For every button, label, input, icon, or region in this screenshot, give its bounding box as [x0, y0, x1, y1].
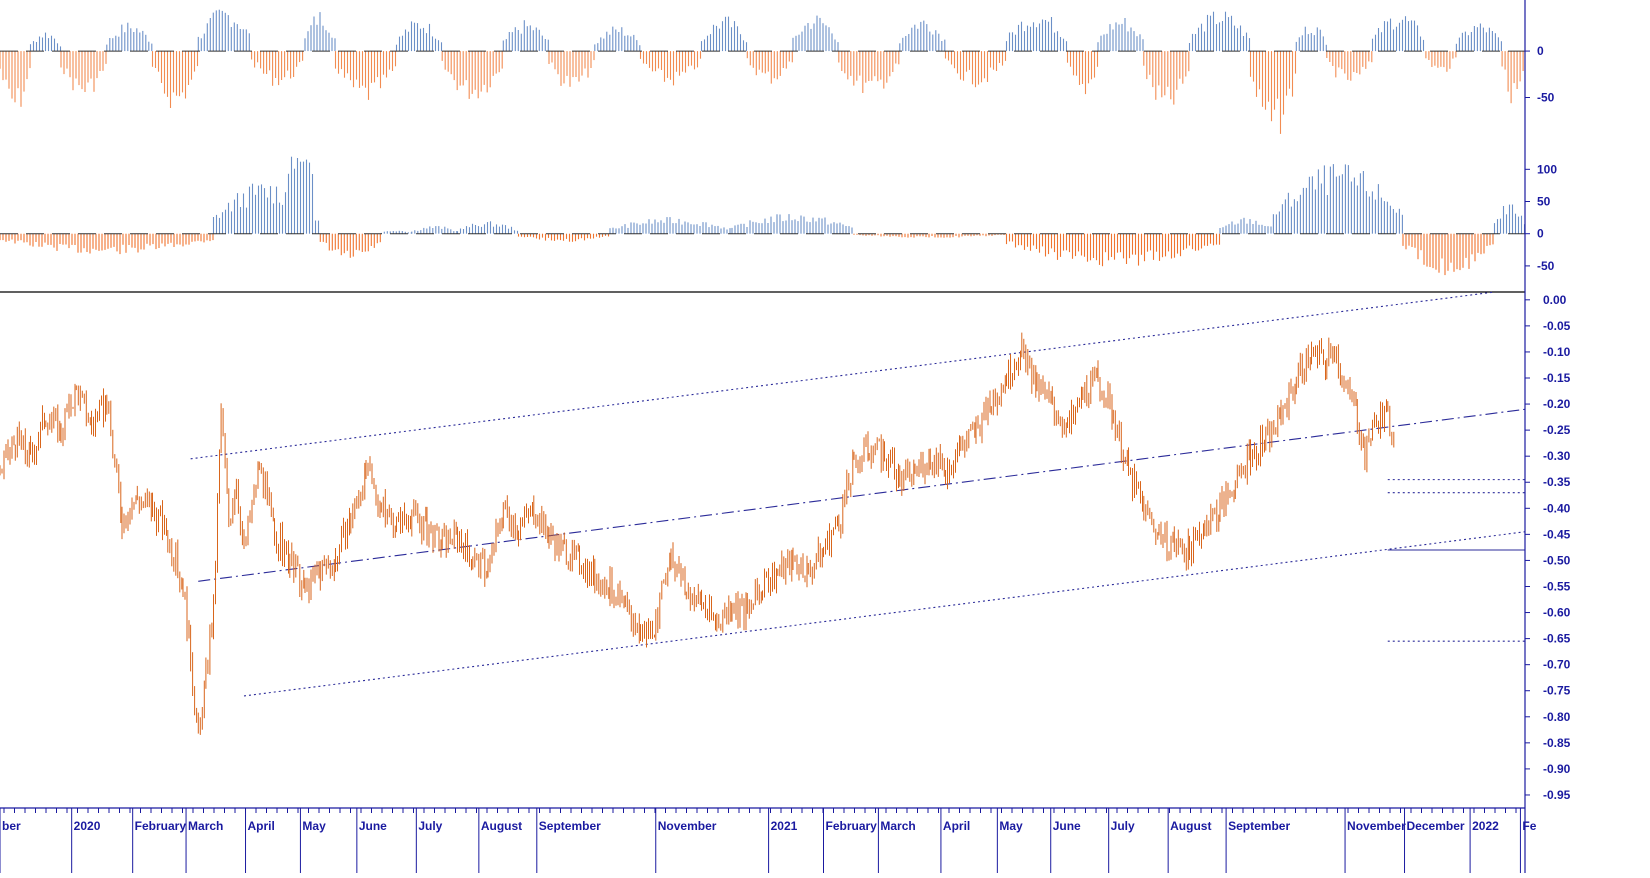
y-tick-label: -0.25 — [1543, 423, 1571, 437]
y-tick-label: -50 — [1537, 259, 1555, 273]
trendline — [243, 531, 1526, 697]
x-tick-label: July — [418, 819, 442, 833]
x-tick-label: February — [826, 819, 878, 833]
y-tick-label: -0.15 — [1543, 371, 1571, 385]
y-tick-label: -0.10 — [1543, 345, 1571, 359]
x-tick-label: September — [1228, 819, 1290, 833]
y-tick-label: 100 — [1537, 162, 1557, 176]
x-tick-label: February — [135, 819, 187, 833]
y-tick-label: -0.30 — [1543, 449, 1571, 463]
x-tick-label: August — [481, 819, 522, 833]
x-tick-label: July — [1111, 819, 1135, 833]
y-tick-label: -0.95 — [1543, 788, 1571, 802]
x-tick-label: Fe — [1522, 819, 1536, 833]
y-tick-label: -0.20 — [1543, 397, 1571, 411]
lower-oscillator-panel: 100 50 0 -50 — [0, 156, 1557, 276]
axes: ber 2020 February March April May June July Augu… — [0, 0, 1537, 873]
x-tick-label: November — [658, 819, 717, 833]
y-tick-label: -0.45 — [1543, 527, 1571, 541]
y-tick-label: -0.70 — [1543, 658, 1571, 672]
x-tick-label: March — [188, 819, 223, 833]
x-tick-label: 2021 — [771, 819, 798, 833]
y-tick-label: -0.60 — [1543, 606, 1571, 620]
x-tick-label: April — [943, 819, 970, 833]
x-tick-label: April — [248, 819, 275, 833]
y-tick-label: 0 — [1537, 227, 1544, 241]
price-panel: 0.00 -0.05 -0.10 -0.15 -0.20 -0.25 -0.30 -0.35 -… — [0, 291, 1571, 802]
y-tick-label: -0.65 — [1543, 632, 1571, 646]
y-tick-label: -0.85 — [1543, 736, 1571, 750]
x-tick-label: August — [1170, 819, 1211, 833]
y-tick-label: -0.75 — [1543, 684, 1571, 698]
trendline — [198, 408, 1526, 582]
x-tick-label: December — [1407, 819, 1465, 833]
y-tick-label: 50 — [1537, 195, 1551, 209]
x-tick-label: May — [999, 819, 1023, 833]
x-tick-label: 2022 — [1472, 819, 1499, 833]
y-tick-label: -0.50 — [1543, 553, 1571, 567]
y-tick-label: -0.05 — [1543, 319, 1571, 333]
y-tick-label: -0.90 — [1543, 762, 1571, 776]
y-tick-label: -0.80 — [1543, 710, 1571, 724]
x-tick-label: June — [359, 819, 387, 833]
x-tick-label: May — [302, 819, 326, 833]
y-tick-label: -0.35 — [1543, 475, 1571, 489]
x-tick-label: 2020 — [74, 819, 101, 833]
y-tick-label: -0.55 — [1543, 579, 1571, 593]
upper-oscillator-panel: 0 -50 — [0, 9, 1555, 134]
y-tick-label: -0.40 — [1543, 501, 1571, 515]
x-tick-label: June — [1053, 819, 1081, 833]
y-tick-label: 0.00 — [1543, 293, 1567, 307]
x-tick-label: September — [539, 819, 601, 833]
x-tick-label: November — [1347, 819, 1406, 833]
y-tick-label: 0 — [1537, 44, 1544, 58]
x-tick-label: March — [880, 819, 915, 833]
y-tick-label: -50 — [1537, 91, 1555, 105]
x-tick-label: ber — [2, 819, 21, 833]
trendline — [190, 291, 1495, 460]
